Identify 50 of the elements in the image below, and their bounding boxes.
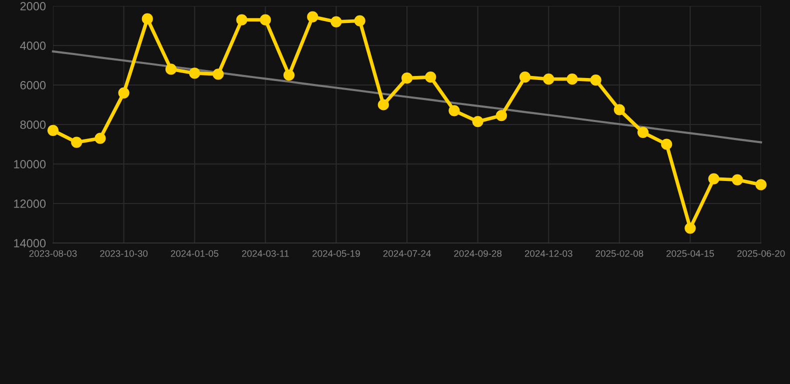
y-tick-label: 12000 <box>14 200 46 208</box>
point <box>661 138 672 150</box>
point <box>614 104 625 116</box>
y-tick-label: 4000 <box>20 42 46 50</box>
x-tick-label: 2025-06-20 <box>737 250 785 257</box>
point <box>212 68 224 80</box>
x-tick-label: 2024-12-03 <box>524 250 572 257</box>
point <box>307 11 318 22</box>
x-tick-label: 2024-09-28 <box>454 250 502 257</box>
point <box>142 13 153 24</box>
y-tick-label: 14000 <box>14 239 46 248</box>
x-tick-label: 2025-02-08 <box>596 250 644 257</box>
point <box>496 110 507 122</box>
point <box>47 124 59 136</box>
y-tick-label: 10000 <box>14 160 46 168</box>
point <box>732 174 743 186</box>
point <box>165 64 177 75</box>
point <box>401 72 413 84</box>
x-tick-label: 2023-10-30 <box>100 250 148 257</box>
x-tick-label: 2025-04-15 <box>666 250 714 257</box>
point <box>472 116 484 128</box>
x-tick-label: 2024-07-24 <box>383 250 431 257</box>
x-tick-label: 2024-01-05 <box>170 250 218 257</box>
point <box>519 72 531 83</box>
point <box>425 72 436 83</box>
point <box>755 179 767 190</box>
point <box>71 136 82 148</box>
x-tick-label: 2024-03-11 <box>242 250 289 257</box>
x-tick-label: 2024-05-19 <box>312 250 360 257</box>
point <box>189 68 200 79</box>
point <box>354 15 366 26</box>
point <box>637 126 649 138</box>
point <box>684 222 696 234</box>
y-tick-label: 6000 <box>20 81 46 90</box>
y-tick-label: 2000 <box>20 2 46 10</box>
point <box>283 70 295 81</box>
point <box>708 173 720 184</box>
point <box>94 132 106 144</box>
x-tick-label: 2023-08-03 <box>29 250 77 257</box>
point <box>590 74 602 86</box>
point <box>330 16 342 28</box>
point <box>448 105 460 116</box>
point <box>260 14 271 26</box>
point <box>566 74 578 85</box>
y-tick-label: 8000 <box>20 120 46 129</box>
point <box>543 74 554 85</box>
point <box>118 87 130 98</box>
point <box>378 99 389 110</box>
point <box>236 14 248 26</box>
line-series <box>52 50 762 144</box>
